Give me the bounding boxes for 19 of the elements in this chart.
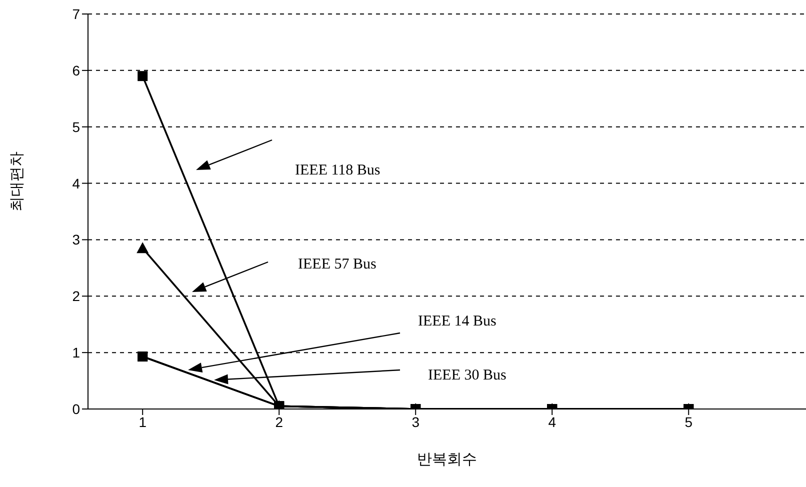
x-tick-label: 3 [412,414,420,430]
y-tick-label: 6 [72,62,80,78]
x-tick-label: 2 [275,414,284,430]
x-tick-label: 5 [684,414,693,430]
y-tick-label: 7 [72,6,80,22]
y-tick-label: 1 [72,344,80,361]
annotation: IEEE 30 Bus [428,367,506,384]
x-axis-title: 반복회수 [417,451,477,468]
y-tick-label: 5 [72,118,80,135]
annotation: IEEE 14 Bus [418,313,496,330]
y-tick-label: 3 [72,232,80,248]
annotation: IEEE 57 Bus [298,256,376,272]
y-tick-label: 0 [72,400,80,417]
y-tick-label: 2 [72,288,80,304]
y-tick-label: 4 [72,175,80,192]
x-tick-label: 4 [548,414,556,430]
y-axis-title: 최대편차 [8,152,26,212]
annotation: IEEE 118 Bus [295,162,380,178]
x-tick-label: 1 [138,414,147,430]
